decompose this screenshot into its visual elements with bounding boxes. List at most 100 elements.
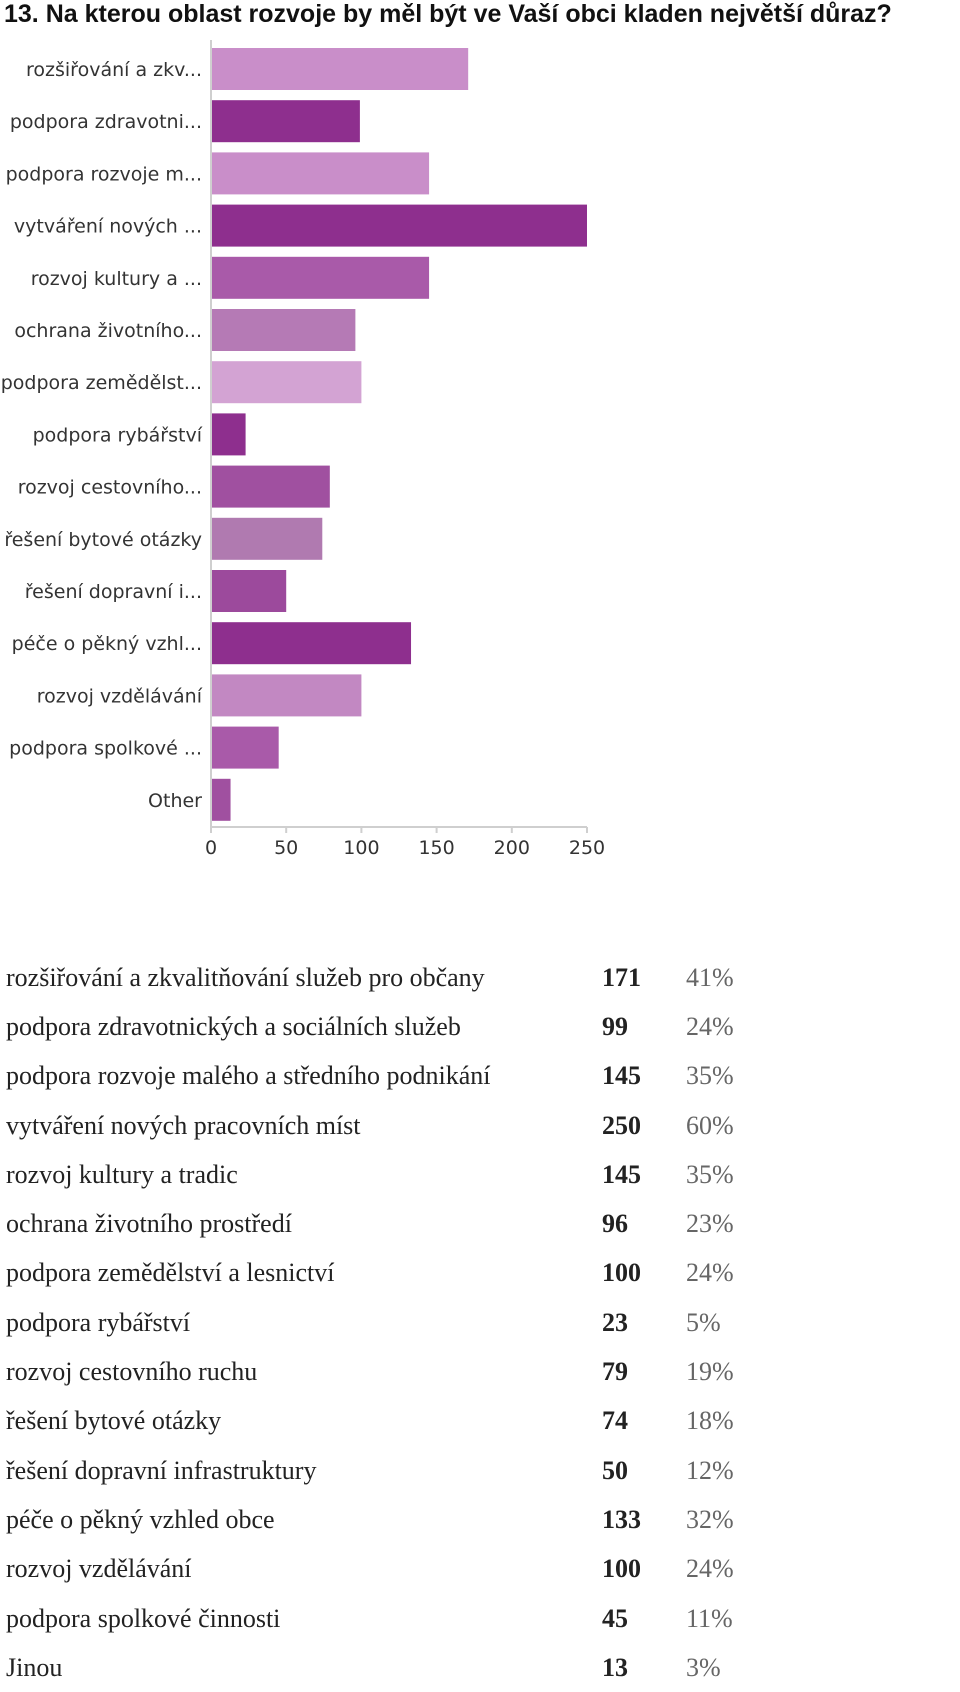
row-count: 171 (602, 962, 641, 992)
table-row: ochrana životního prostředí 96 23% (6, 1199, 734, 1248)
x-tick-label: 200 (494, 837, 530, 859)
category-label: podpora spolkové ... (9, 738, 202, 760)
row-percent: 24% (686, 1554, 734, 1584)
category-label: podpora rozvoje m... (6, 163, 202, 185)
category-label: rozvoj vzdělávání (37, 685, 203, 707)
row-count: 23 (602, 1307, 628, 1337)
row-percent: 60% (686, 1110, 734, 1140)
table-row: rozvoj vzdělávání 100 24% (6, 1545, 734, 1594)
bars-group (211, 48, 587, 821)
row-percent: 41% (686, 962, 734, 992)
bar (211, 778, 231, 821)
category-label: vytváření nových ... (14, 216, 202, 238)
bar-chart: rozšiřování a zkv... podpora zdravotni...… (1, 40, 605, 859)
x-tick-label: 0 (205, 837, 217, 859)
bar (211, 48, 469, 90)
row-percent: 24% (686, 1011, 734, 1041)
bar (211, 622, 412, 665)
category-labels-group: rozšiřování a zkv... podpora zdravotni...… (1, 59, 203, 812)
bar (211, 309, 356, 351)
table-row: podpora rozvoje malého a středního podni… (6, 1052, 734, 1101)
row-label: Jinou (6, 1652, 63, 1682)
row-label: řešení bytové otázky (6, 1406, 222, 1436)
bar (211, 517, 323, 560)
row-count: 50 (602, 1455, 628, 1485)
row-percent: 32% (686, 1504, 734, 1534)
table-row: rozšiřování a zkvalitňování služeb pro o… (6, 953, 734, 1002)
row-count: 13 (602, 1652, 628, 1682)
row-count: 100 (602, 1258, 641, 1288)
table-row: Jinou 13 3% (6, 1643, 734, 1692)
bar (211, 413, 246, 456)
row-count: 79 (602, 1357, 628, 1387)
bar (211, 465, 330, 508)
row-percent: 24% (686, 1258, 734, 1288)
row-count: 145 (602, 1061, 641, 1091)
category-label: řešení dopravní i... (25, 581, 202, 603)
row-label: rozvoj cestovního ruchu (6, 1357, 258, 1387)
x-tick-label: 100 (343, 837, 379, 859)
table-row: podpora spolkové činnosti 45 11% (6, 1594, 734, 1643)
row-percent: 35% (686, 1159, 734, 1189)
row-label: podpora zemědělství a lesnictví (6, 1258, 335, 1288)
category-label: rozšiřování a zkv... (26, 59, 202, 81)
x-ticks-group: 0 50 100 150 200 250 (205, 827, 605, 859)
row-label: péče o pěkný vzhled obce (6, 1504, 275, 1534)
row-percent: 11% (686, 1603, 733, 1633)
row-count: 96 (602, 1209, 628, 1239)
row-percent: 35% (686, 1061, 734, 1091)
category-label: podpora zemědělst... (1, 372, 202, 394)
table-row: vytváření nových pracovních míst 250 60% (6, 1101, 734, 1150)
bar (211, 256, 430, 299)
bar (211, 570, 287, 612)
bar (211, 100, 360, 143)
row-percent: 23% (686, 1209, 734, 1239)
table-row: podpora rybářství 23 5% (6, 1298, 734, 1347)
category-label: péče o pěkný vzhl... (12, 633, 202, 655)
x-tick-label: 50 (274, 837, 298, 859)
bar (211, 361, 362, 404)
bar (211, 726, 279, 769)
row-count: 133 (602, 1504, 641, 1534)
row-count: 74 (602, 1406, 628, 1436)
table-row: rozvoj kultury a tradic 145 35% (6, 1150, 734, 1199)
category-label: podpora rybářství (33, 424, 203, 446)
row-count: 99 (602, 1011, 628, 1041)
row-label: podpora zdravotnických a sociálních služ… (6, 1011, 461, 1041)
table-row: rozvoj cestovního ruchu 79 19% (6, 1347, 734, 1396)
table-row: řešení bytové otázky 74 18% (6, 1397, 734, 1446)
bar (211, 204, 587, 247)
row-percent: 12% (686, 1455, 734, 1485)
table-row: péče o pěkný vzhled obce 133 32% (6, 1495, 734, 1544)
table-row: podpora zemědělství a lesnictví 100 24% (6, 1249, 734, 1298)
category-label: ochrana životního... (14, 320, 202, 342)
row-label: rozvoj vzdělávání (6, 1554, 192, 1584)
row-percent: 18% (686, 1406, 734, 1436)
category-label: rozvoj kultury a ... (31, 268, 202, 290)
table-row: řešení dopravní infrastruktury 50 12% (6, 1446, 734, 1495)
row-label: ochrana životního prostředí (6, 1209, 292, 1239)
x-tick-label: 250 (569, 837, 605, 859)
row-label: podpora spolkové činnosti (6, 1603, 281, 1633)
category-label: řešení bytové otázky (4, 529, 202, 551)
row-count: 45 (602, 1603, 628, 1633)
bar (211, 674, 362, 717)
row-label: podpora rozvoje malého a středního podni… (6, 1061, 491, 1091)
bar (211, 152, 430, 195)
row-count: 145 (602, 1159, 641, 1189)
row-count: 100 (602, 1554, 641, 1584)
row-label: vytváření nových pracovních míst (6, 1110, 361, 1140)
category-label: podpora zdravotni... (10, 111, 202, 133)
table-row: podpora zdravotnických a sociálních služ… (6, 1002, 734, 1051)
results-table: rozšiřování a zkvalitňování služeb pro o… (6, 953, 734, 1692)
row-label: podpora rybářství (6, 1307, 191, 1337)
row-percent: 19% (686, 1357, 734, 1387)
row-label: rozšiřování a zkvalitňování služeb pro o… (6, 962, 485, 992)
category-label: Other (148, 790, 202, 812)
row-percent: 3% (686, 1652, 721, 1682)
row-label: rozvoj kultury a tradic (6, 1159, 238, 1189)
chart-title: 13. Na kterou oblast rozvoje by měl být … (4, 0, 892, 28)
row-label: řešení dopravní infrastruktury (6, 1455, 317, 1485)
row-count: 250 (602, 1110, 641, 1140)
x-tick-label: 150 (418, 837, 454, 859)
